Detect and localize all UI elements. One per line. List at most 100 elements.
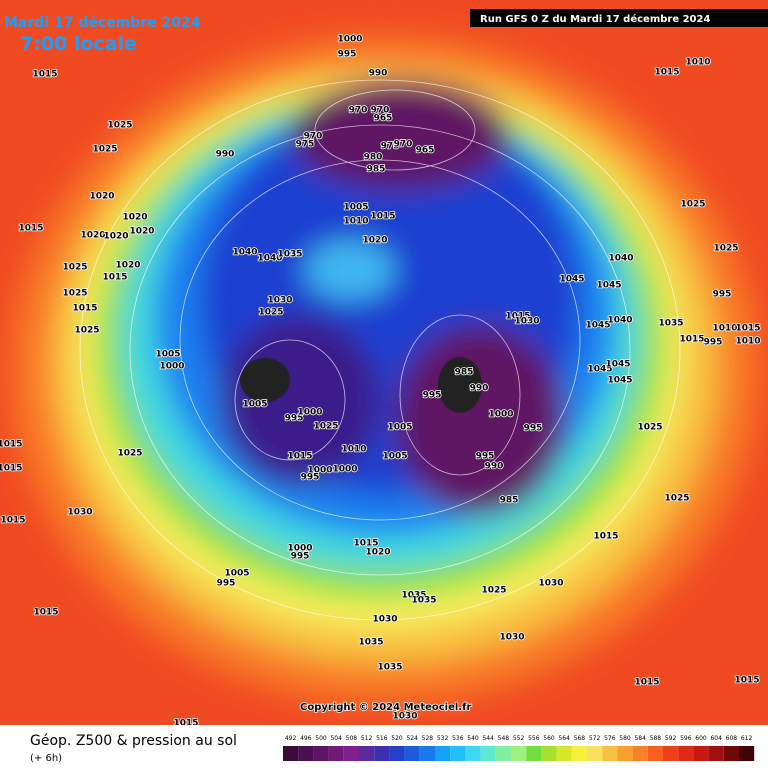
footer-subtitle: (+ 6h) — [30, 753, 62, 764]
pressure-label: 1025 — [664, 494, 689, 504]
colorbar-cell — [359, 746, 375, 761]
colorbar-label: 548 — [498, 735, 510, 742]
colorbar-cell — [450, 746, 466, 761]
pressure-label: 1015 — [0, 516, 25, 526]
colorbar-cell — [495, 746, 511, 761]
pressure-label: 1010 — [343, 217, 368, 227]
pressure-label: 1025 — [481, 586, 506, 596]
colorbar-cell — [663, 746, 679, 761]
pressure-label: 1020 — [122, 213, 147, 223]
pressure-label: 995 — [285, 414, 304, 424]
pressure-label: 1040 — [607, 316, 632, 326]
colorbar-cell — [404, 746, 420, 761]
colorbar-label: 580 — [619, 735, 631, 742]
pressure-label: 990 — [369, 69, 388, 79]
map — [0, 0, 768, 725]
pressure-label: 1015 — [0, 440, 23, 450]
pressure-label: 1025 — [92, 145, 117, 155]
pressure-label: 1020 — [80, 231, 105, 241]
pressure-label: 1010 — [685, 58, 710, 68]
colorbar-cell — [313, 746, 329, 761]
pressure-label: 1010 — [712, 324, 737, 334]
colorbar-cell — [739, 746, 755, 761]
colorbar-cell — [571, 746, 587, 761]
footer-title: Géop. Z500 & pression au sol — [30, 733, 237, 749]
pressure-label: 1040 — [257, 254, 282, 264]
pressure-label: 975 — [381, 142, 400, 152]
colorbar-cell — [480, 746, 496, 761]
pressure-label: 1005 — [242, 400, 267, 410]
colorbar-label: 500 — [315, 735, 327, 742]
pressure-label: 1000 — [488, 410, 513, 420]
colorbar-cell — [465, 746, 481, 761]
pressure-label: 985 — [455, 368, 474, 378]
pressure-label: 995 — [217, 579, 236, 589]
pressure-label: 1015 — [0, 464, 23, 474]
pressure-label: 1035 — [377, 663, 402, 673]
pressure-label: 1000 — [159, 362, 184, 372]
copyright: Copyright © 2024 Meteociel.fr — [300, 702, 471, 713]
pressure-label: 1000 — [287, 544, 312, 554]
date: Mardi 17 décembre 2024 — [4, 15, 201, 31]
colorbar-label: 496 — [300, 735, 312, 742]
colorbar-cell — [389, 746, 405, 761]
pressure-label: 1000 — [337, 35, 362, 45]
pressure-label: 1000 — [297, 408, 322, 418]
colorbar-label: 520 — [391, 735, 403, 742]
colorbar-cell — [419, 746, 435, 761]
colorbar-cell — [374, 746, 390, 761]
pressure-label: 1020 — [89, 192, 114, 202]
pressure-label: 1020 — [129, 227, 154, 237]
pressure-label: 1045 — [585, 321, 610, 331]
colorbar-cell — [541, 746, 557, 761]
colorbar-label: 540 — [467, 735, 479, 742]
pressure-label: 1015 — [353, 539, 378, 549]
pressure-label: 1035 — [358, 638, 383, 648]
pressure-label: 1030 — [67, 508, 92, 518]
colorbar-label: 544 — [482, 735, 494, 742]
pressure-label: 1025 — [117, 449, 142, 459]
pressure-label: 1025 — [62, 263, 87, 273]
colorbar-cell — [693, 746, 709, 761]
colorbar-cell — [708, 746, 724, 761]
colorbar-label: 568 — [574, 735, 586, 742]
pressure-label: 1025 — [107, 121, 132, 131]
pressure-label: 995 — [476, 452, 495, 462]
colorbar-label: 512 — [361, 735, 373, 742]
pressure-label: 1045 — [607, 376, 632, 386]
pressure-label: 1020 — [362, 236, 387, 246]
colorbar-cell — [343, 746, 359, 761]
pressure-label: 1015 — [287, 452, 312, 462]
pressure-label: 1045 — [559, 275, 584, 285]
colorbar-label: 560 — [543, 735, 555, 742]
pressure-label: 1005 — [387, 423, 412, 433]
colorbar-label: 508 — [346, 735, 358, 742]
pressure-label: 1045 — [587, 365, 612, 375]
pressure-label: 1015 — [32, 70, 57, 80]
pressure-label: 1025 — [258, 308, 283, 318]
pressure-label: 995 — [423, 391, 442, 401]
pressure-label: 990 — [216, 150, 235, 160]
pressure-label: 970 — [394, 140, 413, 150]
pressure-label: 1005 — [155, 350, 180, 360]
pressure-label: 1035 — [277, 250, 302, 260]
pressure-label: 965 — [374, 114, 393, 124]
pressure-label: 1035 — [658, 319, 683, 329]
pressure-label: 995 — [291, 552, 310, 562]
colorbar-label: 596 — [680, 735, 692, 742]
pressure-label: 985 — [500, 496, 519, 506]
pressure-label: 1040 — [608, 254, 633, 264]
pressure-label: 965 — [416, 146, 435, 156]
run-info: Run GFS 0 Z du Mardi 17 décembre 2024 — [480, 13, 710, 25]
pressure-label: 980 — [364, 153, 383, 163]
colorbar-cell — [587, 746, 603, 761]
pressure-label: 1015 — [33, 608, 58, 618]
pressure-label: 1015 — [634, 678, 659, 688]
colorbar-cell — [723, 746, 739, 761]
colorbar-label: 532 — [437, 735, 449, 742]
pressure-label: 1015 — [18, 224, 43, 234]
pressure-label: 1015 — [505, 312, 530, 322]
pressure-label: 1025 — [713, 244, 738, 254]
